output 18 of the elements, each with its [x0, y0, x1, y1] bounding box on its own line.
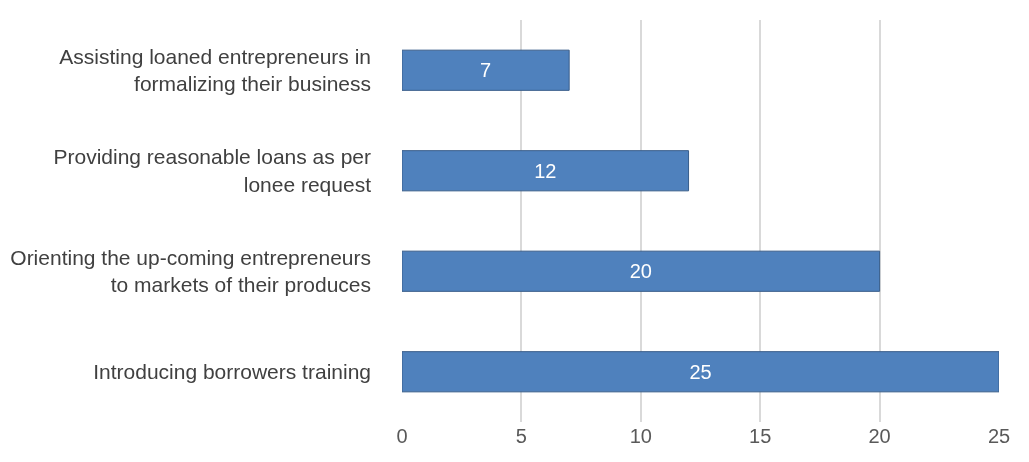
y-tick-label: Introducing borrowers training	[93, 360, 371, 384]
x-tick-label: 10	[629, 425, 652, 447]
y-tick-label: Orienting the up-coming entrepreneurs to markets of their produces	[10, 245, 371, 297]
x-tick-label: 0	[396, 425, 408, 447]
y-tick-label: Providing reasonable loans as per lonee request	[53, 145, 372, 196]
bar	[402, 49, 570, 91]
x-tick-label: 15	[749, 425, 772, 447]
x-tick-label: 20	[868, 425, 891, 447]
bar	[402, 250, 881, 292]
bar	[402, 351, 999, 393]
data-label: 20	[629, 260, 652, 283]
x-tick-label: 25	[987, 425, 1011, 447]
y-tick-label: Assisting loaned entrepreneurs in formalizing their business	[59, 44, 371, 96]
data-label: 25	[689, 360, 712, 383]
data-label: 7	[480, 59, 492, 82]
bar	[402, 150, 690, 192]
data-label: 12	[534, 159, 557, 182]
x-tick-label: 5	[515, 425, 527, 447]
